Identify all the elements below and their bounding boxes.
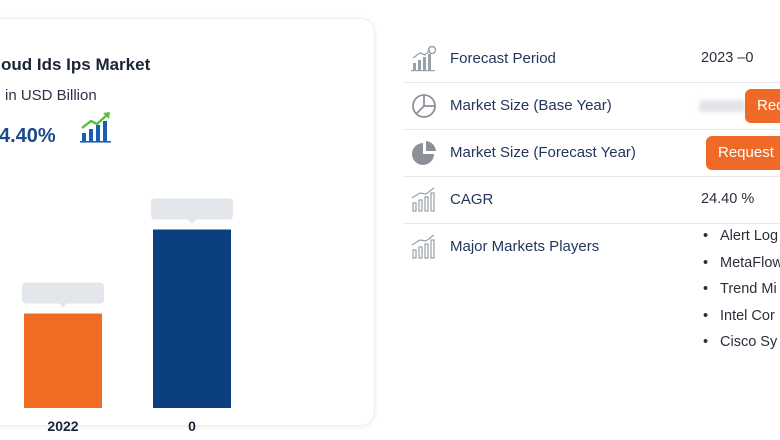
players-list: Alert Log MetaFlow Trend Mi Intel Cor Ci… [703, 228, 780, 361]
row-label: Forecast Period [450, 50, 556, 67]
request-button[interactable]: Request [706, 136, 780, 170]
growth-bar-chart-icon [80, 112, 111, 143]
row-major-players: Major Markets Players Alert Log MetaFlow… [403, 224, 780, 374]
bar-2022 [24, 313, 102, 408]
row-label: Major Markets Players [450, 238, 600, 255]
value-label-pointer [59, 303, 67, 308]
row-market-size-forecast: Market Size (Forecast Year) Request [403, 130, 780, 177]
market-summary-card: oud Ids Ips Market in USD Billion 4.40% … [0, 18, 375, 434]
bar-chart: 2022 0 [22, 198, 233, 434]
row-label: Market Size (Base Year) [450, 97, 612, 114]
list-item: Cisco Sy [703, 334, 780, 361]
players-chart-icon [411, 234, 435, 259]
row-value: 2023 –0 [701, 50, 754, 66]
request-button[interactable]: Rec [745, 89, 780, 123]
card-title: oud Ids Ips Market [1, 55, 151, 74]
market-info-table: Forecast Period 2023 –0 Market Size (Bas… [403, 36, 780, 374]
row-label: Market Size (Forecast Year) [450, 144, 636, 161]
row-cagr: CAGR 24.40 % [403, 177, 780, 224]
card-subtitle: in USD Billion [5, 87, 97, 104]
pie-chart-icon [412, 94, 436, 118]
forecast-chart-icon [411, 45, 437, 72]
value-label-pointer [188, 219, 196, 224]
bar-0 [153, 229, 231, 408]
list-item: Intel Cor [703, 308, 780, 335]
row-value: 24.40 % [701, 191, 755, 207]
value-label-placeholder [151, 198, 233, 220]
cagr-chart-icon [411, 187, 435, 212]
row-forecast-period: Forecast Period 2023 –0 [403, 36, 780, 83]
list-item: MetaFlow [703, 255, 780, 282]
list-item: Alert Log [703, 228, 780, 255]
list-item: Trend Mi [703, 281, 780, 308]
pie-chart-dark-icon [412, 141, 436, 165]
x-tick-label: 2022 [47, 418, 78, 434]
value-label-placeholder [22, 282, 104, 304]
row-label: CAGR [450, 191, 494, 208]
hidden-value [699, 100, 745, 112]
row-market-size-base: Market Size (Base Year) Rec [403, 83, 780, 130]
x-tick-label: 0 [188, 418, 196, 434]
cagr-value: 4.40% [0, 125, 56, 147]
